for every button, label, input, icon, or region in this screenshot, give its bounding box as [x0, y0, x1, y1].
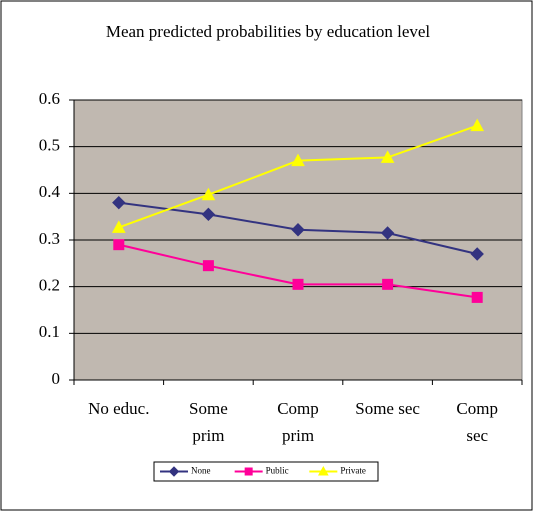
y-tick-label: 0.1 — [39, 322, 60, 341]
marker — [471, 291, 483, 303]
x-tick-label: No educ. — [88, 399, 149, 418]
y-tick-label: 0.2 — [39, 276, 60, 295]
y-tick-label: 0.6 — [39, 89, 60, 108]
marker — [380, 226, 395, 240]
marker — [201, 207, 216, 222]
marker — [292, 278, 304, 290]
marker — [317, 465, 329, 476]
x-tick-label: Some sec — [355, 399, 420, 418]
x-tick-label: Comp sec — [456, 399, 498, 445]
marker — [244, 467, 253, 476]
y-tick-label: 0.4 — [39, 182, 61, 201]
marker — [113, 239, 125, 251]
marker — [201, 187, 216, 201]
y-tick-label: 0.3 — [39, 229, 60, 248]
marker — [291, 153, 305, 167]
marker — [382, 278, 394, 290]
x-tick-label: Some prim — [189, 399, 228, 445]
y-tick-label: 0.5 — [39, 136, 60, 155]
y-tick-label: 0 — [52, 369, 61, 388]
marker — [112, 195, 126, 210]
chart-title: Mean predicted probabilities by educatio… — [106, 22, 431, 41]
marker — [470, 118, 485, 132]
marker — [168, 466, 180, 477]
legend-label: None — [191, 466, 211, 476]
marker — [470, 247, 484, 261]
legend — [153, 461, 379, 482]
legend-label: Private — [340, 466, 366, 476]
x-tick-label: Comp prim — [277, 399, 319, 445]
marker — [202, 260, 214, 272]
marker — [111, 220, 126, 233]
legend-label: Public — [266, 466, 289, 476]
marker — [291, 223, 305, 237]
marker — [380, 150, 395, 163]
